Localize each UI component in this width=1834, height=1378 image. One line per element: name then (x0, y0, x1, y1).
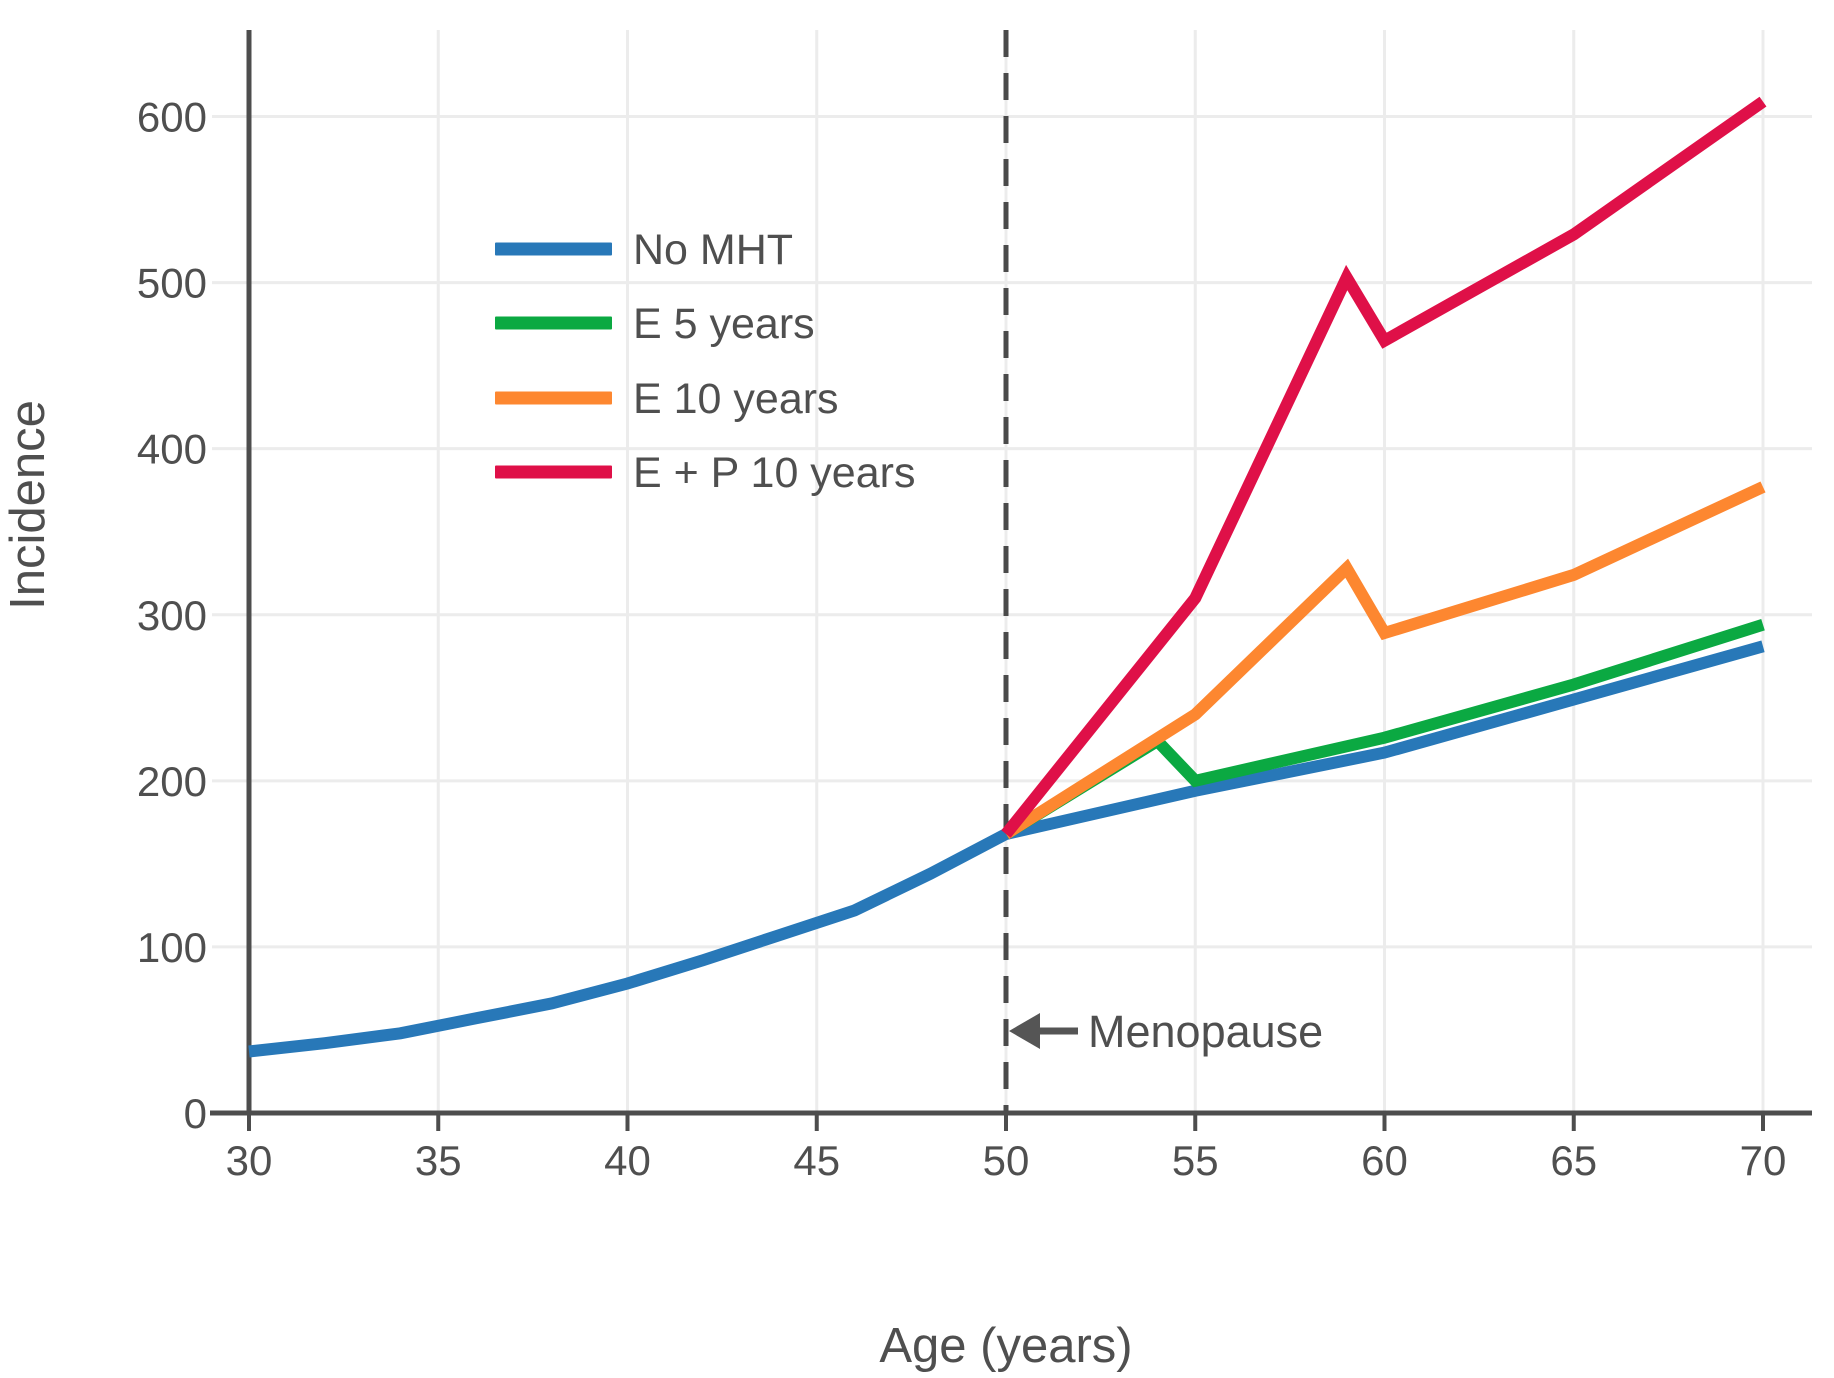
legend-swatch-e-10-years (495, 391, 612, 405)
legend-item-e-10-years: E 10 years (495, 375, 839, 423)
legend-item-e-p-10-years: E + P 10 years (495, 449, 915, 497)
y-tick-label: 600 (137, 94, 207, 141)
legend-swatch-no-mht (495, 242, 612, 256)
x-tick-label: 65 (1550, 1137, 1597, 1184)
legend: No MHT E 5 years E 10 years E + P 10 yea… (495, 226, 915, 497)
y-axis-title: Incidence (1, 400, 55, 610)
x-axis-title: Age (years) (879, 1319, 1132, 1373)
tick-labels: 30 35 40 45 50 55 60 65 70 0 100 200 300 400 500 600 (137, 94, 1786, 1185)
y-tick-label: 500 (137, 260, 207, 307)
left-arrow-icon (1009, 1013, 1078, 1049)
menopause-label: Menopause (1088, 1006, 1323, 1057)
y-tick-label: 200 (137, 758, 207, 805)
x-tick-label: 35 (415, 1137, 462, 1184)
legend-label-e-5-years: E 5 years (633, 300, 815, 348)
x-tick-label: 30 (226, 1137, 273, 1184)
legend-item-e-5-years: E 5 years (495, 300, 815, 348)
x-tick-label: 60 (1361, 1137, 1408, 1184)
x-tick-label: 50 (983, 1137, 1030, 1184)
axes (210, 30, 1812, 1116)
legend-swatch-e-p-10-years (495, 465, 612, 479)
legend-swatch-e-5-years (495, 316, 612, 330)
series-line-e-10-years (1002, 481, 1766, 840)
x-tick-label: 70 (1740, 1137, 1787, 1184)
x-tick-label: 55 (1172, 1137, 1219, 1184)
y-tick-label: 300 (137, 592, 207, 639)
legend-item-no-mht: No MHT (495, 226, 793, 274)
y-tick-label: 0 (184, 1090, 207, 1137)
legend-label-e-10-years: E 10 years (633, 375, 839, 423)
x-tick-label: 40 (604, 1137, 651, 1184)
legend-label-no-mht: No MHT (633, 226, 793, 274)
series-line-e-p-10-years (1001, 96, 1767, 838)
menopause-annotation: Menopause (1009, 1006, 1323, 1057)
x-tick-label: 45 (793, 1137, 840, 1184)
series-lines (248, 96, 1767, 1058)
tick-marks (247, 1113, 1765, 1131)
y-tick-label: 100 (137, 924, 207, 971)
legend-label-e-p-10-years: E + P 10 years (633, 449, 915, 497)
y-tick-label: 400 (137, 426, 207, 473)
series-line-no-mht (248, 640, 1765, 1058)
